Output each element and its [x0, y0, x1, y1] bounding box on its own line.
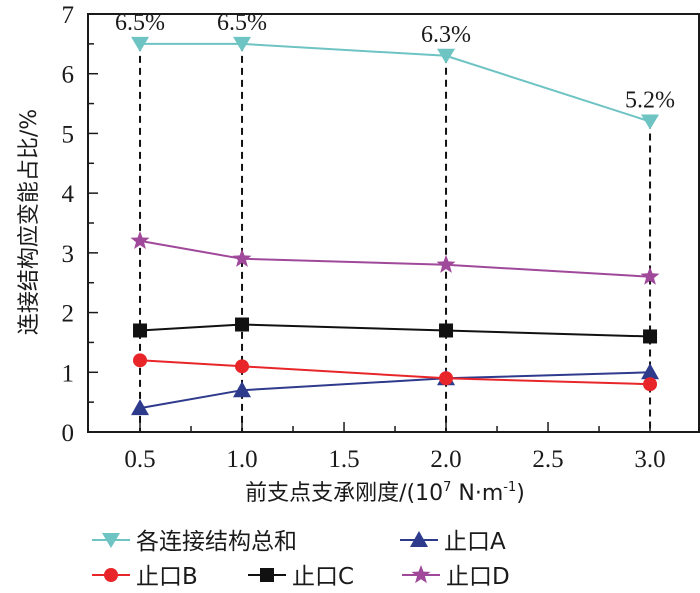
x-axis-title-main: 前支点支承刚度/(10: [245, 481, 443, 506]
legend-item: 各连接结构总和: [92, 529, 297, 555]
data-label: 6.5%: [115, 10, 165, 36]
series-3: [133, 317, 658, 344]
legend-marker: [102, 533, 120, 548]
legend-marker: [410, 531, 428, 547]
data-point: [643, 377, 658, 392]
series-line: [139, 323, 651, 338]
y-tick-label: 6: [62, 62, 75, 89]
plot-frame: [87, 13, 700, 433]
data-point: [235, 359, 250, 374]
data-point: [643, 329, 658, 344]
x-tick-label: 2.5: [532, 446, 563, 473]
data-label: 6.5%: [217, 10, 267, 36]
y-tick-label: 1: [62, 360, 75, 387]
data-point: [233, 381, 252, 398]
legend-label: 止口B: [136, 564, 198, 590]
legend: 各连接结构总和 止口A 止口B 止口C 止口D: [92, 529, 510, 590]
x-axis-title-unit-sup: -1: [503, 480, 516, 495]
series-line: [139, 239, 651, 278]
y-tick-label: 3: [62, 241, 75, 268]
x-tick-label: 3.0: [634, 446, 665, 473]
series-line: [139, 371, 651, 410]
x-tick-label: 1.0: [226, 446, 257, 473]
series-1: [131, 363, 660, 416]
x-tick-label: 0.5: [124, 446, 155, 473]
data-point: [439, 371, 454, 386]
x-axis-title-unit: N·m: [451, 481, 503, 506]
legend-item: 止口D: [402, 564, 510, 590]
series-line: [140, 42, 651, 123]
data-label: 5.2%: [625, 87, 675, 113]
data-point: [640, 266, 660, 285]
y-tick-label: 7: [62, 2, 75, 29]
data-point: [641, 114, 660, 130]
x-axis-title: 前支点支承刚度/(107 N·m-1): [245, 480, 525, 506]
y-tick-label: 5: [62, 121, 75, 148]
legend-marker: [104, 568, 118, 582]
legend-marker: [260, 568, 274, 582]
y-tick-label: 0: [62, 420, 75, 447]
x-tick-label: 1.5: [328, 446, 359, 473]
legend-label: 止口D: [446, 564, 510, 590]
data-point: [232, 248, 252, 267]
x-tick-label: 2.0: [430, 446, 461, 473]
series-2: [133, 353, 658, 392]
x-axis-title-sup: 7: [443, 480, 451, 495]
legend-label: 止口C: [292, 564, 354, 590]
series-0: [131, 36, 660, 130]
data-point: [133, 353, 148, 368]
series-layer: [130, 36, 660, 416]
data-point: [641, 363, 660, 380]
annotations: 6.5% 6.5% 6.3% 5.2%: [115, 10, 675, 114]
legend-label: 各连接结构总和: [136, 529, 297, 555]
data-point: [436, 254, 456, 273]
y-axis-title: 连接结构应变能占比/%: [17, 109, 42, 335]
data-point: [233, 36, 252, 52]
x-axis-title-close: ): [516, 481, 525, 506]
legend-item: 止口B: [92, 564, 198, 590]
axis-ticks: 0.5 1.0 1.5 2.0 2.5 3.0 0 1 2 3 4 5 6 7: [62, 2, 666, 473]
data-label: 6.3%: [421, 22, 471, 48]
data-point: [439, 323, 454, 338]
data-point: [131, 399, 150, 416]
series-line: [139, 359, 651, 386]
legend-item: 止口A: [400, 529, 506, 555]
y-tick-label: 2: [62, 301, 75, 328]
data-point: [133, 323, 148, 338]
data-point: [131, 36, 150, 52]
legend-marker: [411, 565, 431, 584]
y-tick-label: 4: [62, 181, 75, 208]
data-point: [235, 317, 250, 332]
data-point: [437, 48, 456, 64]
legend-item: 止口C: [248, 564, 354, 590]
legend-label: 止口A: [444, 529, 506, 555]
data-point: [130, 230, 150, 249]
series-4: [130, 230, 660, 285]
